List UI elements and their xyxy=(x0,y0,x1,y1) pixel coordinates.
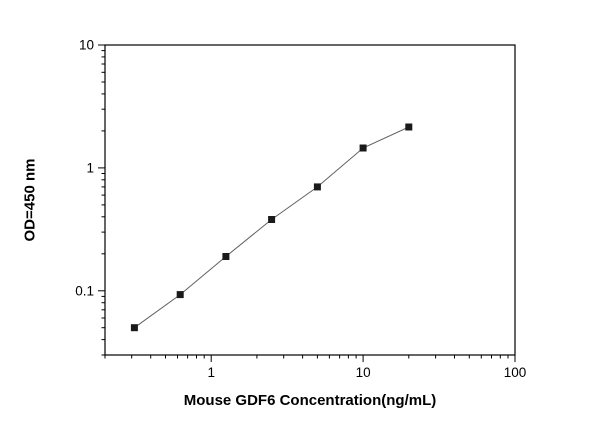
svg-text:10: 10 xyxy=(79,38,94,53)
y-axis-ticks xyxy=(98,44,105,356)
data-points xyxy=(130,123,413,332)
x-axis-title: Mouse GDF6 Concentration(ng/mL) xyxy=(183,392,437,409)
x-axis-ticks xyxy=(104,355,516,362)
svg-text:100: 100 xyxy=(504,365,527,380)
svg-text:1: 1 xyxy=(86,160,94,175)
y-axis-title: OD=450 nm xyxy=(21,158,39,242)
x-axis-tick-labels: 1 10 100 xyxy=(207,365,526,380)
axis-box xyxy=(104,44,516,356)
y-axis-tick-labels: 0.1 1 10 xyxy=(75,38,94,299)
data-line xyxy=(134,126,410,329)
svg-text:0.1: 0.1 xyxy=(75,283,94,298)
svg-text:1: 1 xyxy=(207,365,215,380)
svg-text:10: 10 xyxy=(356,365,371,380)
